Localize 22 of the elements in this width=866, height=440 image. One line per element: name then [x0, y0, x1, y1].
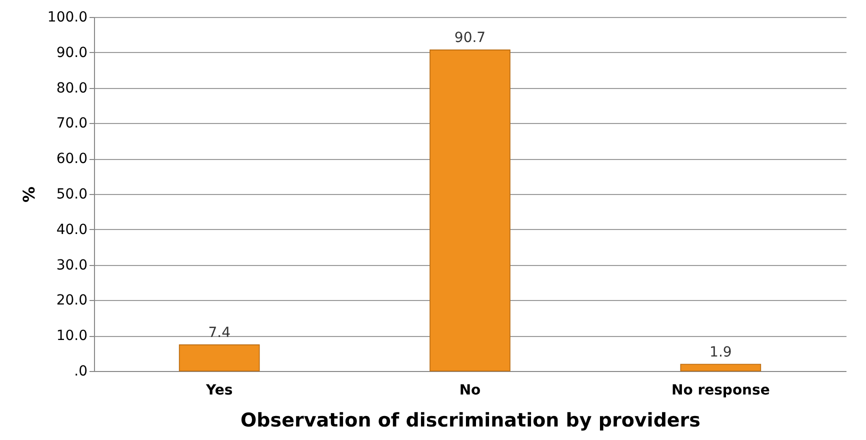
y-tick-label: 70.0 [56, 116, 88, 132]
data-label: 90.7 [454, 30, 486, 46]
y-tick-label: 40.0 [56, 222, 88, 238]
y-tick-label: 10.0 [56, 328, 88, 344]
y-tick-label: 80.0 [56, 80, 88, 96]
y-tick-label: 30.0 [56, 257, 88, 274]
x-tick-label: No [459, 382, 482, 398]
x-tick-label: Yes [204, 382, 233, 398]
bar [430, 50, 510, 372]
x-tick-label: No response [671, 382, 770, 398]
y-axis-title: % [19, 186, 38, 203]
y-tick-label: 50.0 [56, 186, 88, 202]
data-label: 7.4 [208, 324, 231, 341]
y-tick-label: 20.0 [56, 292, 88, 309]
y-tick-label: 90.0 [56, 44, 88, 61]
y-tick-label: .0 [74, 364, 88, 380]
bar [178, 344, 260, 372]
y-tick-label: 100.0 [47, 10, 88, 26]
bar [680, 364, 762, 372]
data-label: 1.9 [710, 344, 732, 360]
y-tick-label: 60.0 [56, 151, 88, 168]
x-axis-title: Observation of discrimination by providers [240, 410, 700, 432]
